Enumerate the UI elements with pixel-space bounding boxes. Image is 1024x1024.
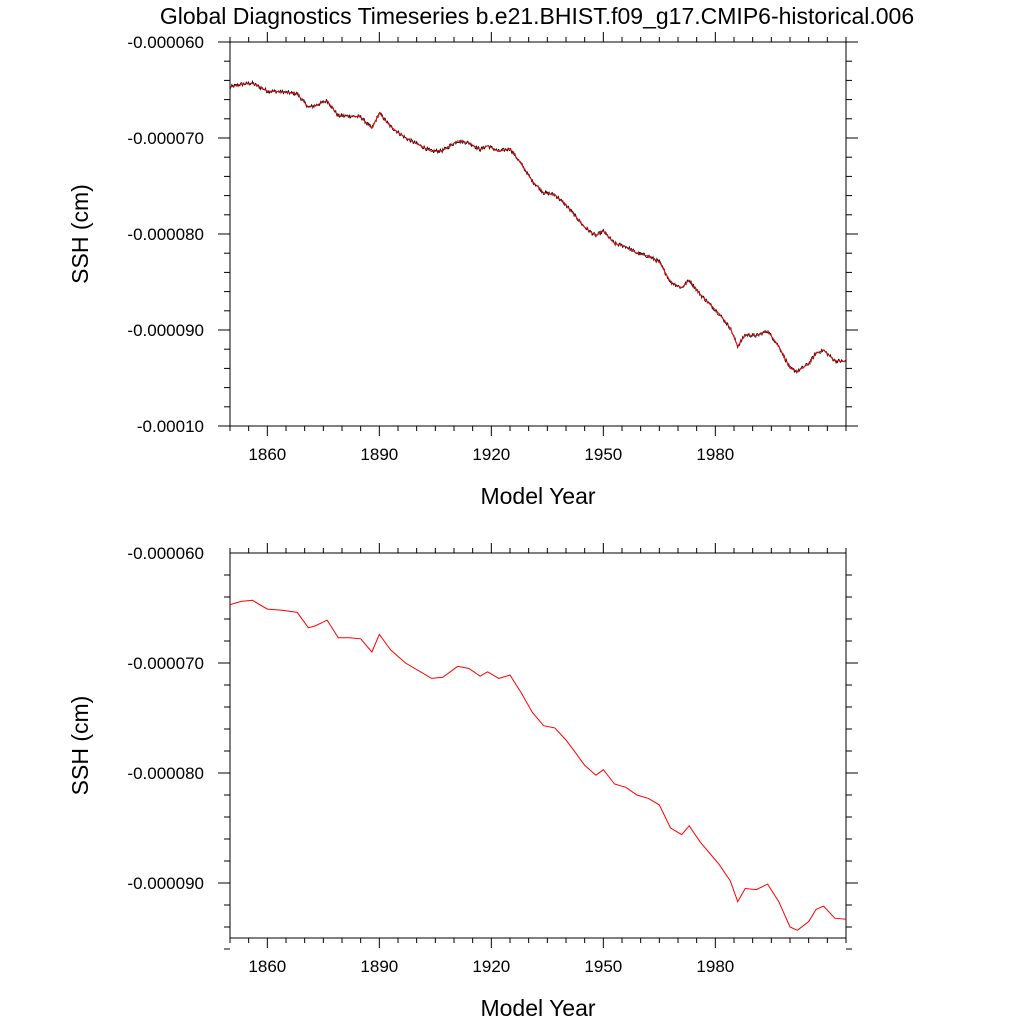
y-tick-label: -0.000090 <box>127 321 204 340</box>
x-axis-label: Model Year <box>480 995 595 1021</box>
x-tick-label: 1890 <box>360 445 398 464</box>
series-line-smoothed <box>230 599 846 931</box>
x-tick-label: 1950 <box>584 957 622 976</box>
x-tick-label: 1920 <box>472 445 510 464</box>
y-tick-label: -0.000080 <box>127 225 204 244</box>
series-line-monthly <box>230 79 846 375</box>
y-axis-label: SSH (cm) <box>67 696 93 796</box>
x-tick-label: 1950 <box>584 445 622 464</box>
figure-title: Global Diagnostics Timeseries b.e21.BHIS… <box>160 3 914 29</box>
plot-frame <box>229 552 847 939</box>
x-tick-label: 1860 <box>248 445 286 464</box>
y-axis-label: SSH (cm) <box>67 184 93 284</box>
chart-panel-1: 1860 1890 1920 1950 1980 -0.000060 -0.000070 -0… <box>67 32 858 509</box>
chart-panel-2: 1860 1890 1920 1950 1980 -0.000060 -0.000070 -0… <box>67 543 858 1021</box>
x-tick-label: 1980 <box>696 445 734 464</box>
series-line-smoothed <box>230 82 846 372</box>
x-axis-label: Model Year <box>480 483 595 509</box>
x-tick-label: 1920 <box>472 957 510 976</box>
x-tick-label: 1890 <box>360 957 398 976</box>
y-tick-label: -0.00010 <box>137 417 204 436</box>
y-tick-label: -0.000070 <box>127 654 204 673</box>
x-tick-label: 1860 <box>248 957 286 976</box>
x-tick-label: 1980 <box>696 957 734 976</box>
y-tick-label: -0.000060 <box>127 544 204 563</box>
y-tick-label: -0.000060 <box>127 33 204 52</box>
y-tick-label: -0.000080 <box>127 764 204 783</box>
plot-frame <box>229 41 847 427</box>
y-tick-label: -0.000070 <box>127 129 204 148</box>
y-tick-label: -0.000090 <box>127 874 204 893</box>
